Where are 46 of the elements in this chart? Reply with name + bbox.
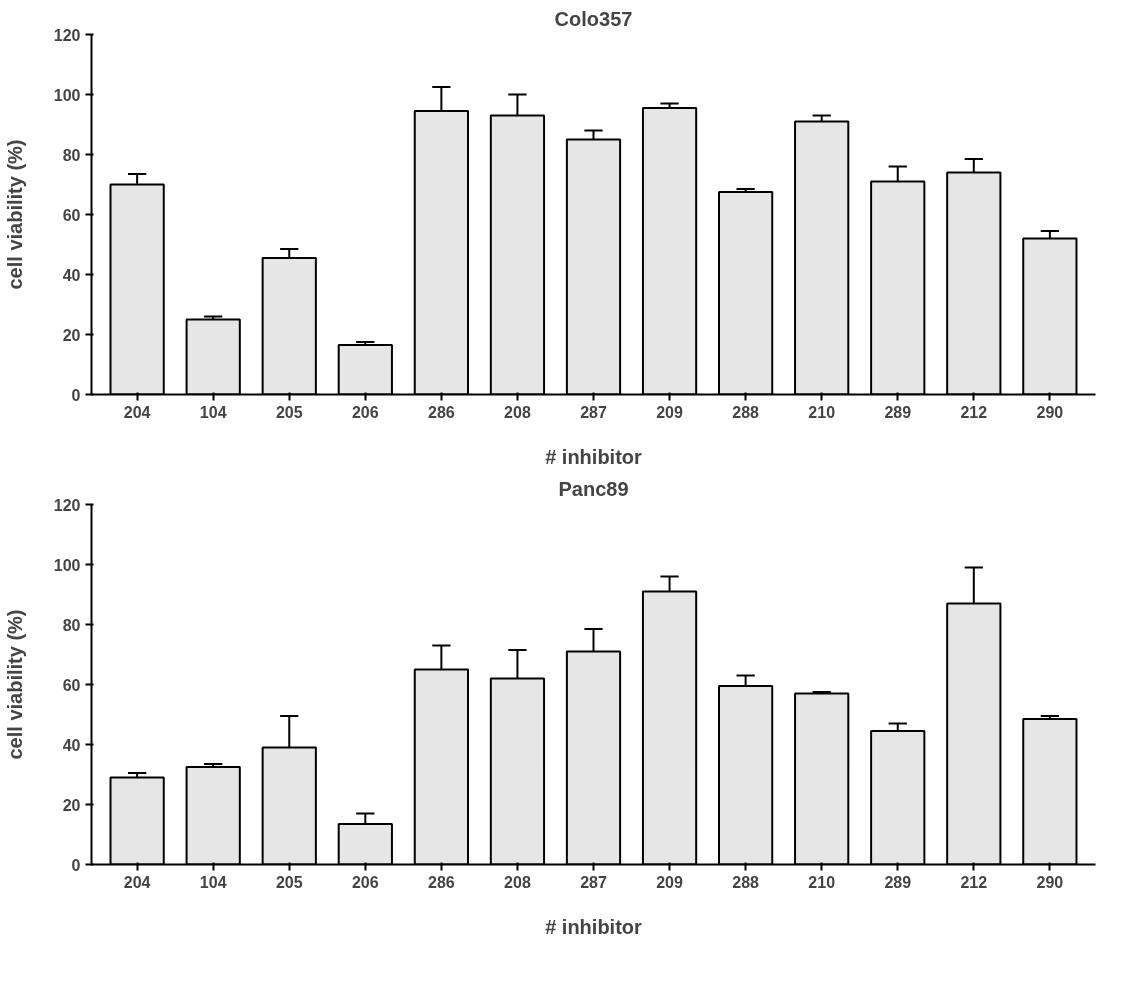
x-tick-label: 104: [199, 403, 227, 421]
y-tick-label: 60: [62, 206, 81, 224]
x-tick-label: 287: [580, 403, 607, 421]
y-tick-label: 120: [53, 26, 81, 44]
x-tick-label: 212: [960, 873, 988, 891]
x-tick-label: 289: [884, 873, 912, 891]
y-tick-label: 100: [53, 556, 81, 574]
y-tick-label: 80: [62, 616, 81, 634]
y-axis-title: cell viability (%): [3, 609, 26, 760]
x-tick-label: 288: [732, 873, 760, 891]
y-tick-label: 40: [62, 266, 81, 284]
x-tick-label: 286: [428, 873, 455, 891]
x-tick-label: 208: [504, 873, 531, 891]
x-tick-label: 205: [275, 403, 303, 421]
x-tick-label: 212: [960, 403, 988, 421]
y-axis-title: cell viability (%): [3, 139, 26, 290]
y-tick-label: 60: [62, 676, 81, 694]
x-tick-label: 209: [656, 873, 684, 891]
y-tick-label: 40: [62, 736, 81, 754]
y-tick-label: 120: [53, 496, 81, 514]
x-tick-label: 289: [884, 403, 912, 421]
y-tick-label: 100: [53, 86, 81, 104]
x-tick-label: 286: [428, 403, 455, 421]
x-axis-title: # inhibitor: [545, 445, 643, 468]
y-tick-label: 20: [62, 796, 81, 814]
x-tick-label: 290: [1036, 873, 1064, 891]
y-tick-label: 0: [71, 386, 81, 404]
x-tick-label: 209: [656, 403, 684, 421]
x-tick-label: 288: [732, 403, 760, 421]
y-tick-label: 80: [62, 146, 81, 164]
x-axis-title: # inhibitor: [545, 915, 643, 938]
x-tick-label: 104: [199, 873, 227, 891]
x-tick-label: 204: [123, 873, 151, 891]
x-tick-label: 208: [504, 403, 531, 421]
chart-title: Panc89: [558, 477, 629, 500]
chart-title: Colo357: [554, 7, 633, 30]
x-tick-label: 206: [351, 873, 379, 891]
x-tick-label: 287: [580, 873, 607, 891]
y-tick-label: 20: [62, 326, 81, 344]
x-tick-label: 205: [275, 873, 303, 891]
x-tick-label: 290: [1036, 403, 1064, 421]
x-tick-label: 210: [808, 873, 836, 891]
x-tick-label: 204: [123, 403, 151, 421]
x-tick-label: 206: [351, 403, 379, 421]
x-tick-label: 210: [808, 403, 836, 421]
y-tick-label: 0: [71, 856, 81, 874]
